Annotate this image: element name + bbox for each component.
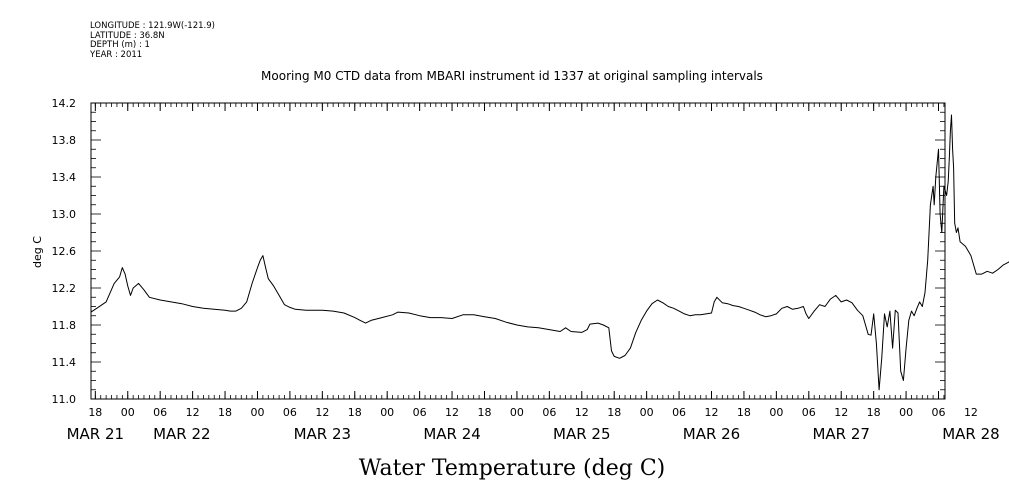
y-tick-label: 12.2 [52,282,77,295]
x-tick-label: 18 [218,406,232,419]
x-tick-label: 18 [867,406,881,419]
plot-frame [90,102,946,400]
x-day-label: MAR 23 [294,425,351,443]
x-tick-label: 00 [640,406,654,419]
series-line [90,114,1009,391]
x-tick-label: 18 [348,406,362,419]
x-tick-label: 12 [315,406,329,419]
x-tick-label: 06 [283,406,297,419]
y-tick-label: 14.2 [52,97,77,110]
metadata-block: LONGITUDE : 121.9W(-121.9) LATITUDE : 36… [90,21,215,60]
longitude-label: LONGITUDE : 121.9W(-121.9) [90,21,215,31]
x-day-label: MAR 27 [812,425,869,443]
plot-area: 18 00 06 12 18 00 06 12 18 00 06 12 18 00 06 12 18 00 06 12… [52,97,1009,443]
y-tick-label: 12.6 [52,245,77,258]
x-tick-label: 06 [672,406,686,419]
x-day-label: MAR 28 [942,425,999,443]
x-tick-label: 18 [607,406,621,419]
y-tick-label: 13.0 [52,208,77,221]
x-tick-label: 06 [802,406,816,419]
y-axis-label: deg C [31,236,44,268]
x-axis-label: Water Temperature (deg C) [359,456,666,481]
x-tick-label: 12 [445,406,459,419]
x-tick-label: 06 [413,406,427,419]
y-tick-label: 13.8 [52,134,77,147]
y-tick-label: 11.4 [52,356,77,369]
x-tick-label: 12 [186,406,200,419]
y-tick-label: 11.0 [52,393,77,406]
x-tick-label: 12 [964,406,978,419]
x-tick-label: 12 [834,406,848,419]
x-tick-label: 00 [250,406,264,419]
x-day-label: MAR 21 [67,425,124,443]
chart-title: Mooring M0 CTD data from MBARI instrumen… [261,69,763,83]
x-day-label: MAR 26 [683,425,740,443]
x-day-label: MAR 24 [423,425,480,443]
x-tick-label: 06 [542,406,556,419]
x-tick-label: 00 [380,406,394,419]
x-tick-label: 00 [121,406,135,419]
x-tick-label: 00 [899,406,913,419]
latitude-label: LATITUDE : 36.8N [90,30,165,41]
x-tick-label: 18 [88,406,102,419]
x-tick-label: 18 [737,406,751,419]
x-tick-label: 12 [575,406,589,419]
year-label: YEAR : 2011 [90,49,143,60]
depth-label: DEPTH (m) : 1 [90,40,150,50]
x-tick-label: 00 [769,406,783,419]
x-tick-label: 06 [153,406,167,419]
x-tick-label: 18 [477,406,491,419]
y-tick-label: 11.8 [52,319,77,332]
x-tick-label: 00 [510,406,524,419]
x-tick-label: 12 [705,406,719,419]
x-day-label: MAR 22 [153,425,210,443]
x-tick-label: 06 [932,406,946,419]
y-tick-label: 13.4 [52,171,77,184]
x-day-label: MAR 25 [553,425,610,443]
